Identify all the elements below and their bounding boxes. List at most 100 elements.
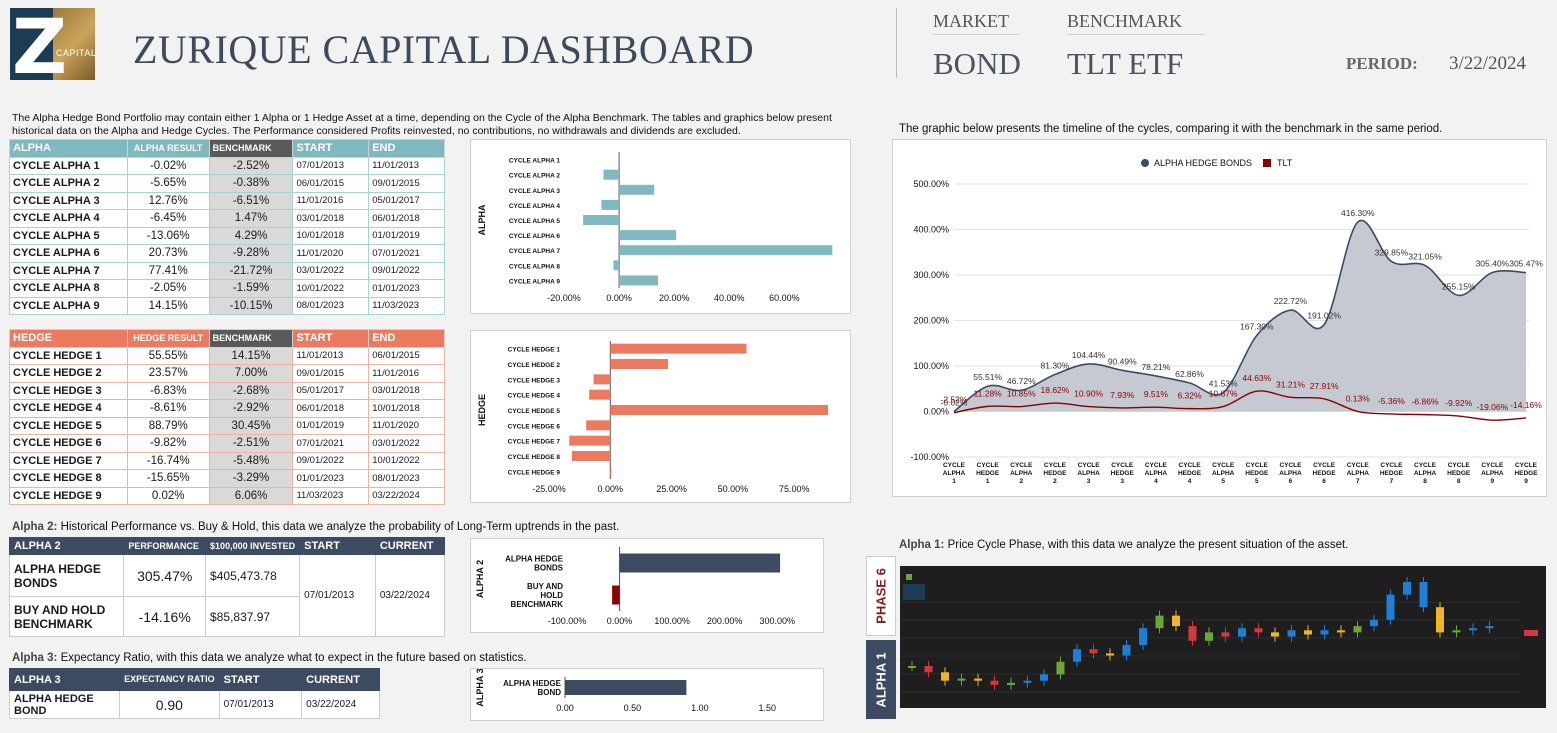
category-label: 1 — [986, 478, 990, 485]
end-date: 06/01/2015 — [368, 346, 445, 365]
data-label: 10.85% — [1007, 389, 1036, 399]
bar — [619, 275, 659, 286]
series-line-tlt — [953, 390, 1527, 421]
legend-marker — [1263, 159, 1271, 167]
cycle-name: CYCLE ALPHA 5 — [9, 226, 128, 245]
candle — [1007, 682, 1015, 685]
benchmark-value: -1.59% — [208, 279, 294, 298]
end-date: 09/01/2022 — [368, 261, 445, 280]
tick-label: 60.00% — [769, 293, 800, 303]
col-header: START — [292, 139, 370, 158]
data-label: 321.05% — [1408, 251, 1442, 261]
category-label: 7 — [1356, 478, 1360, 485]
header-divider — [896, 8, 897, 78]
category-label: CYCLE HEDGE 7 — [508, 439, 561, 446]
result-value: -5.65% — [126, 174, 210, 193]
timeline-area-chart: 500.00% 400.00% 300.00% 200.00% 100.00% 0.00%… — [910, 158, 1543, 485]
cycle-name: CYCLE ALPHA 6 — [9, 244, 128, 263]
col-header: CURRENT — [374, 537, 446, 555]
data-label: 255.15% — [1442, 281, 1476, 291]
end-date: 03/22/2024 — [368, 486, 445, 505]
table-row: CYCLE ALPHA 7 77.41% -21.72% 03/01/2022 09/0… — [9, 261, 445, 280]
start-date: 09/01/2022 — [292, 451, 370, 470]
category-label: CYCLE ALPHA 5 — [509, 218, 561, 225]
benchmark-value: -9.28% — [208, 244, 294, 263]
candle — [1172, 615, 1180, 627]
category-label: HEDGE — [1514, 470, 1538, 477]
data-label: 41.53% — [1209, 379, 1238, 389]
tick-label: -20.00% — [547, 293, 581, 303]
table-row: BUY AND HOLD BENCHMARK -14.16% $85,837.9… — [8, 596, 445, 637]
category-label: 3 — [1120, 478, 1124, 485]
bar — [619, 230, 677, 241]
performance-value: 305.47% — [123, 554, 207, 597]
table-row: CYCLE ALPHA 5 -13.06% 4.29% 10/01/2018 01/01… — [9, 226, 445, 245]
series-area-alpha-hedge — [954, 220, 1526, 412]
table-row: CYCLE HEDGE 2 23.57% 7.00% 09/01/2015 11/01/… — [9, 364, 445, 383]
row-name: ALPHA HEDGE BOND — [8, 690, 121, 719]
category-label: HEDGE — [1178, 470, 1202, 477]
tick-label: 200.00% — [913, 316, 949, 326]
col-header: BENCHMARK — [208, 329, 294, 348]
category-label: 9 — [1524, 478, 1528, 485]
category-label: BOND — [537, 688, 561, 697]
cycle-name: CYCLE ALPHA 9 — [9, 296, 128, 315]
data-label: -2.52% — [941, 395, 968, 405]
result-value: 20.73% — [126, 244, 210, 263]
category-label: HEDGE — [1111, 470, 1135, 477]
result-value: 0.02% — [126, 486, 210, 505]
col-header: END — [368, 329, 445, 348]
col-header: ALPHA RESULT — [126, 139, 210, 158]
candle — [1485, 626, 1494, 629]
expectancy-value: 0.90 — [119, 690, 220, 719]
col-header: ALPHA 3 — [8, 668, 121, 691]
category-label: CYCLE — [1481, 462, 1504, 469]
result-value: 88.79% — [126, 416, 210, 435]
alpha-bar-chart: CYCLE ALPHA 1 CYCLE ALPHA 2 CYCLE ALPHA 3 C… — [477, 152, 833, 303]
bar — [619, 154, 621, 165]
cycle-name: CYCLE ALPHA 3 — [9, 191, 128, 210]
data-label: 222.72% — [1274, 296, 1308, 306]
category-label: CYCLE HEDGE 4 — [508, 393, 561, 400]
bar — [586, 420, 611, 431]
end-date: 07/01/2021 — [368, 244, 445, 263]
start-date: 07/01/2013 — [292, 156, 370, 175]
category-label: 1 — [952, 478, 956, 485]
data-label: 55.51% — [973, 372, 1002, 382]
alpha1-side-label: ALPHA 1 — [866, 640, 896, 719]
benchmark-value: -3.29% — [208, 469, 294, 488]
table-row: ALPHA HEDGE BOND 0.90 07/01/2013 03/22/2… — [8, 690, 380, 719]
candle — [1155, 615, 1164, 629]
current-date: 03/22/2024 — [374, 554, 446, 637]
category-label: CYCLE HEDGE 3 — [508, 377, 561, 384]
col-header: EXPECTANCY RATIO — [119, 668, 220, 691]
result-value: -13.06% — [126, 226, 210, 245]
category-label: ALPHA HEDGE — [503, 679, 562, 688]
candle — [1106, 653, 1114, 656]
candle — [1122, 645, 1131, 656]
result-value: 23.57% — [126, 364, 210, 383]
data-label: 44.63% — [1242, 373, 1271, 383]
col-header: HEDGE RESULT — [126, 329, 210, 348]
category-label: CYCLE HEDGE 6 — [508, 423, 561, 430]
tick-label: 20.00% — [659, 293, 690, 303]
benchmark-value: -5.48% — [208, 451, 294, 470]
start-date: 08/01/2023 — [292, 296, 370, 315]
bar — [610, 466, 612, 477]
start-date: 06/01/2018 — [292, 399, 370, 418]
legend-marker — [1141, 159, 1149, 167]
col-header: ALPHA — [9, 139, 128, 158]
category-label: HEDGE — [1447, 470, 1471, 477]
candle — [1040, 674, 1048, 681]
candle — [1320, 630, 1329, 635]
alpha-cycles-table: ALPHA ALPHA RESULT BENCHMARK START END C… — [9, 139, 445, 315]
data-label: -5.36% — [1378, 396, 1405, 406]
start-date: 06/01/2015 — [292, 174, 370, 193]
end-date: 01/01/2019 — [368, 226, 445, 245]
category-label: 7 — [1390, 478, 1394, 485]
start-date: 09/01/2015 — [292, 364, 370, 383]
alpha3-table: ALPHA 3 EXPECTANCY RATIO START CURRENT A… — [8, 668, 380, 719]
category-label: 4 — [1188, 478, 1192, 485]
phase-badge: PHASE 6 — [866, 556, 896, 636]
category-label: CYCLE ALPHA 3 — [509, 188, 561, 195]
